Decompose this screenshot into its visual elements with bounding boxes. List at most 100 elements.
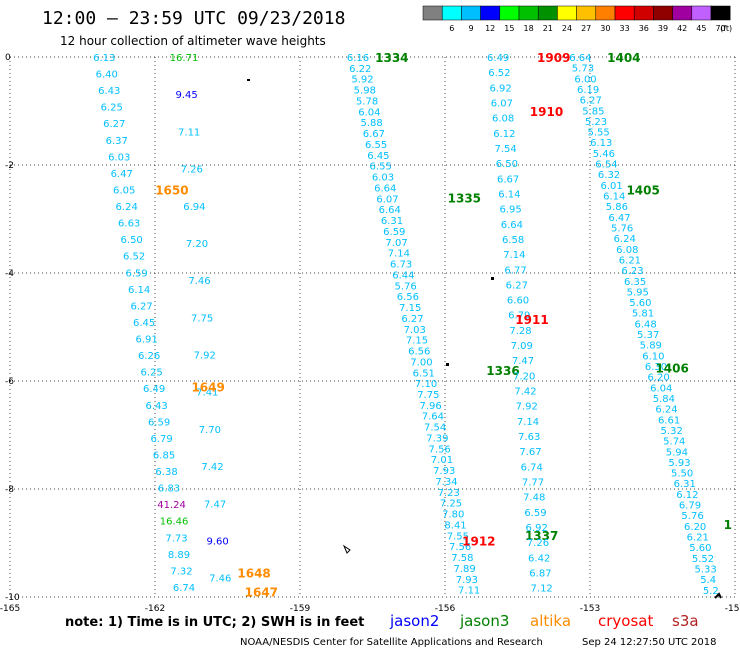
wave-height-value: 7.14 (517, 417, 539, 428)
plot-grid (9, 56, 736, 598)
wave-height-value: 16.71 (170, 53, 199, 64)
wave-height-value: 7.00 (410, 357, 432, 368)
legend-swatch (595, 5, 616, 21)
track-1909: 6.49 6.52 6.92 6.07 6.08 6.12 7.54 6.50 6.67 6.14… (487, 51, 570, 595)
track-1335: 1335 (448, 191, 481, 205)
wave-height-value: 6.14 (498, 189, 520, 200)
wave-height-value: 5.60 (689, 543, 711, 554)
wave-height-value: 6.12 (676, 490, 698, 501)
footer-credit: NOAA/NESDIS Center for Satellite Applica… (240, 637, 543, 648)
wave-height-value: 5.78 (356, 96, 378, 107)
wave-height-value: 5.85 (582, 106, 604, 117)
wave-height-value: 6.27 (103, 119, 125, 130)
satellite-legend: jason2 jason3 altika cryosat s3a (389, 612, 699, 630)
wave-height-value: 6.45 (133, 318, 155, 329)
x-tick-label: -153 (580, 604, 600, 614)
wave-height-value: 6.67 (497, 174, 519, 185)
wave-height-value: 6.79 (150, 434, 172, 445)
wave-height-value: 6.20 (648, 373, 670, 384)
wave-height-value: 6.79 (508, 311, 530, 322)
track-1650: 6.13 6.40 6.43 6.25 6.27 6.37 6.03 6.47 6.05 6.24… (93, 53, 195, 594)
wave-height-value: 7.56 (449, 542, 471, 553)
wave-height-value: 8.41 (444, 520, 466, 531)
wave-height-value: 6.63 (118, 219, 140, 230)
x-tick-label: -150 (725, 604, 740, 614)
y-tick-label: 0 (5, 53, 11, 63)
wave-height-value: 6.59 (148, 417, 170, 428)
legend-swatch (672, 5, 693, 21)
wave-height-value: 7.75 (191, 313, 213, 324)
wave-height-value: 7.48 (523, 493, 545, 504)
wave-height-value: 6.13 (590, 138, 612, 149)
wave-height-value: 6.85 (153, 450, 175, 461)
wave-height-value: 7.26 (527, 538, 549, 549)
wave-height-value: 6.30 (645, 362, 667, 373)
legend-swatch (422, 5, 443, 21)
wave-height-value: 7.25 (440, 499, 462, 510)
wave-height-value: 7.11 (458, 586, 480, 597)
wave-height-value: 6.03 (372, 173, 394, 184)
track-1910: 1910 (530, 105, 563, 119)
wave-height-value: 7.01 (431, 455, 453, 466)
track-time-label: 1337 (525, 529, 558, 543)
wave-height-value: 6.20 (684, 522, 706, 533)
wave-height-value: 6.87 (529, 568, 551, 579)
wave-height-value: 6.25 (140, 368, 162, 379)
wave-height-value: 5.33 (694, 564, 716, 575)
wave-height-value: 7.54 (424, 423, 446, 434)
wave-height-value: 6.24 (655, 405, 677, 416)
wave-height-value: 6.67 (363, 129, 385, 140)
wave-height-value: 5.4 (700, 575, 716, 586)
wave-height-value: 6.27 (401, 314, 423, 325)
wave-height-value: 6.01 (601, 181, 623, 192)
wave-height-value: 6.24 (614, 234, 636, 245)
track-time-label: 1404 (607, 51, 640, 65)
x-tick-label: -156 (435, 604, 456, 614)
wave-height-value: 6.42 (528, 553, 550, 564)
x-tick-label: -162 (145, 604, 165, 614)
track-1337b: 1 (724, 518, 732, 532)
wave-height-value: 5.73 (572, 64, 594, 75)
wave-height-value: 6.50 (496, 159, 518, 170)
legend-swatch (441, 5, 462, 21)
wave-height-value: 7.96 (419, 401, 441, 412)
wave-height-value: 6.08 (492, 114, 514, 125)
wave-height-value: 7.11 (178, 127, 200, 138)
wave-height-value: 6.91 (135, 335, 157, 346)
wave-height-value: 5.95 (627, 287, 649, 298)
wave-height-value: 6.23 (621, 266, 643, 277)
satellite-jason3: jason3 (459, 612, 509, 630)
wave-height-value: 8.89 (168, 550, 190, 561)
wave-height-value: 6.37 (106, 136, 128, 147)
wave-height-value: 6.13 (93, 53, 115, 64)
track-time-label: 1647 (245, 586, 278, 600)
wave-height-value: 6.95 (499, 205, 521, 216)
legend-label: 42 (677, 24, 687, 33)
y-tick-label: -10 (5, 593, 20, 603)
legend-swatch (518, 5, 539, 21)
chart-title: 12:00 – 23:59 UTC 09/23/2018 (42, 8, 345, 29)
legend-swatch (557, 5, 577, 21)
wave-height-value: 5.74 (663, 437, 685, 448)
wave-height-value: 6.24 (116, 202, 138, 213)
wave-height-value: 6.16 (347, 53, 369, 64)
track-1649: 16.71 9.45 7.11 7.26 6.94 7.20 7.46 7.75 7.92 7.4… (170, 53, 232, 585)
track-1336: 1336 (486, 364, 519, 378)
wave-height-value: 7.39 (426, 433, 448, 444)
wave-height-value: 5.76 (611, 223, 633, 234)
x-tick-label: -159 (290, 604, 311, 614)
legend-label: 21 (543, 24, 553, 33)
wave-height-value: 7.80 (442, 510, 464, 521)
wave-height-value: 6.51 (413, 368, 435, 379)
wave-height-value: 7.73 (165, 533, 187, 544)
legend-swatch (691, 5, 712, 21)
wave-height-value: 7.92 (516, 402, 538, 413)
legend-swatch (461, 5, 481, 21)
wave-height-value: 6.64 (569, 53, 591, 64)
wave-height-value: 7.41 (196, 388, 218, 399)
wave-height-value: 6.05 (113, 185, 135, 196)
wave-height-value: 6.31 (381, 216, 403, 227)
wave-height-value: 6.64 (501, 220, 523, 231)
wave-height-value: 6.60 (507, 296, 529, 307)
